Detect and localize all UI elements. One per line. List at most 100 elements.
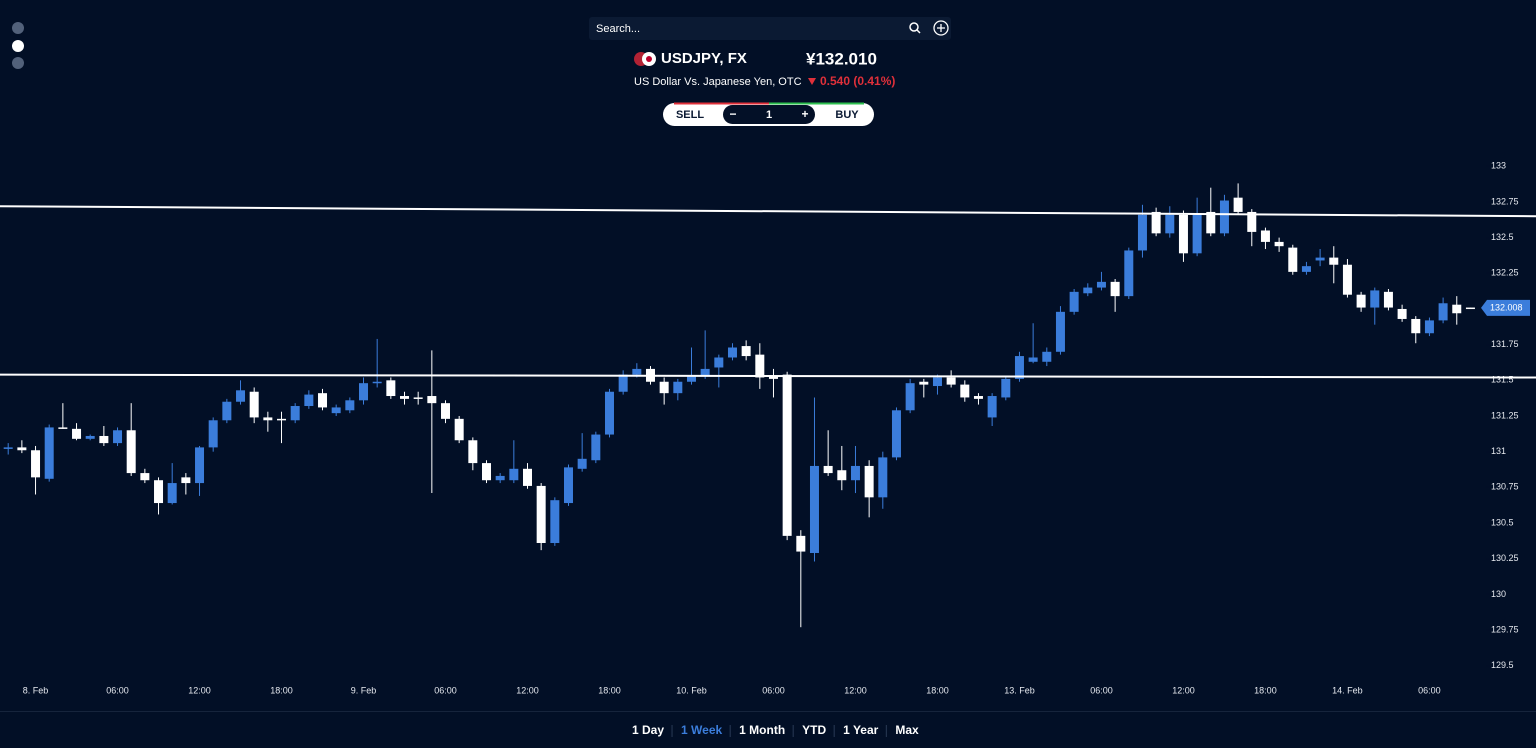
y-tick-label: 130 bbox=[1491, 589, 1506, 599]
range-button[interactable]: 1 Month bbox=[739, 723, 785, 737]
x-tick-label: 13. Feb bbox=[1004, 685, 1035, 695]
candle-body bbox=[782, 374, 792, 536]
x-tick-label: 06:00 bbox=[434, 685, 457, 695]
candle-body bbox=[1110, 281, 1120, 297]
y-tick-label: 130.5 bbox=[1491, 517, 1514, 527]
candle-body bbox=[1165, 214, 1175, 234]
search-icon bbox=[916, 29, 921, 34]
candle-body bbox=[563, 467, 573, 504]
candle-body bbox=[1424, 320, 1434, 334]
tool-icon[interactable] bbox=[12, 40, 24, 52]
description: US Dollar Vs. Japanese Yen, OTC bbox=[634, 76, 802, 88]
candle-body bbox=[1301, 266, 1311, 272]
candle-body bbox=[550, 500, 560, 544]
x-tick-label: 18:00 bbox=[270, 685, 293, 695]
range-button[interactable]: 1 Year bbox=[843, 723, 878, 737]
candle-body bbox=[1383, 291, 1393, 308]
candle-body bbox=[1001, 378, 1011, 398]
candle-body bbox=[741, 346, 751, 357]
candle-body bbox=[318, 393, 328, 408]
candle-body bbox=[987, 396, 997, 418]
candle-body bbox=[714, 357, 724, 368]
search-box[interactable] bbox=[589, 17, 951, 40]
candle-body bbox=[208, 420, 218, 448]
buy-button[interactable]: BUY bbox=[835, 109, 859, 121]
y-tick-label: 131.75 bbox=[1491, 339, 1519, 349]
candle-body bbox=[495, 475, 505, 481]
candle-body bbox=[1124, 250, 1134, 297]
candle-body bbox=[1342, 264, 1352, 295]
trendline bbox=[0, 373, 1536, 379]
candle-body bbox=[932, 377, 942, 387]
candle-body bbox=[1397, 308, 1407, 319]
candle-body bbox=[72, 428, 82, 439]
x-tick-label: 18:00 bbox=[598, 685, 621, 695]
x-tick-label: 06:00 bbox=[1418, 685, 1441, 695]
candle-body bbox=[222, 401, 232, 421]
candle-body bbox=[1329, 257, 1339, 265]
candle-body bbox=[522, 468, 532, 486]
y-tick-label: 132.75 bbox=[1491, 196, 1519, 206]
y-tick-label: 130.75 bbox=[1491, 482, 1519, 492]
candle-body bbox=[864, 465, 874, 498]
candle-body bbox=[905, 383, 915, 411]
x-tick-label: 06:00 bbox=[1090, 685, 1113, 695]
search-icon[interactable] bbox=[909, 22, 919, 32]
candle-body bbox=[44, 427, 54, 479]
candle-body bbox=[454, 418, 464, 441]
candle-body bbox=[1137, 214, 1147, 251]
quantity[interactable]: 1 bbox=[766, 109, 772, 121]
y-tick-label: 129.5 bbox=[1491, 660, 1514, 670]
change: 0.540 (0.41%) bbox=[820, 74, 895, 88]
candle-body bbox=[973, 396, 983, 399]
range-button[interactable]: 1 Day bbox=[632, 723, 664, 737]
candle-body bbox=[331, 407, 341, 414]
sell-button[interactable]: SELL bbox=[676, 109, 704, 121]
tool-icon[interactable] bbox=[12, 57, 24, 69]
last-price-label: 132.008 bbox=[1490, 303, 1523, 313]
candle-body bbox=[1315, 257, 1325, 261]
candle-body bbox=[919, 381, 929, 385]
x-tick-label: 10. Feb bbox=[676, 685, 707, 695]
y-tick-label: 133 bbox=[1491, 161, 1506, 171]
candle-body bbox=[58, 427, 68, 429]
candle-body bbox=[85, 435, 95, 439]
candle-body bbox=[482, 463, 492, 481]
candle-body bbox=[591, 434, 601, 461]
price: ¥132.010 bbox=[806, 49, 877, 68]
range-button[interactable]: Max bbox=[895, 723, 919, 737]
y-tick-label: 132.5 bbox=[1491, 232, 1514, 242]
candle-body bbox=[1356, 294, 1366, 308]
range-button[interactable]: 1 Week bbox=[681, 723, 722, 737]
x-tick-label: 9. Feb bbox=[351, 685, 377, 695]
candle-body bbox=[1233, 197, 1243, 212]
candle-body bbox=[509, 468, 519, 481]
search-placeholder: Search... bbox=[596, 23, 640, 35]
add-icon[interactable] bbox=[933, 20, 949, 36]
last-price-tag bbox=[1481, 299, 1530, 316]
candle-body bbox=[796, 535, 806, 552]
candle-body bbox=[372, 381, 382, 384]
range-button[interactable]: YTD bbox=[802, 723, 826, 737]
candle-body bbox=[1178, 214, 1188, 254]
candle-body bbox=[99, 435, 109, 444]
tool-icon[interactable] bbox=[12, 22, 24, 34]
x-tick-label: 14. Feb bbox=[1332, 685, 1363, 695]
candle-body bbox=[686, 376, 696, 382]
minus-button[interactable]: − bbox=[729, 107, 736, 121]
candle-body bbox=[1274, 241, 1284, 247]
candle-body bbox=[3, 447, 13, 449]
candle-body bbox=[1069, 291, 1079, 312]
y-tick-label: 131.5 bbox=[1491, 375, 1514, 385]
plus-button[interactable]: + bbox=[801, 107, 808, 121]
candle-body bbox=[277, 418, 287, 421]
candle-body bbox=[17, 447, 27, 451]
x-tick-label: 06:00 bbox=[762, 685, 785, 695]
candle-body bbox=[126, 430, 136, 474]
candle-body bbox=[700, 368, 710, 377]
candle-body bbox=[1028, 357, 1038, 362]
candle-body bbox=[113, 430, 123, 444]
candle-body bbox=[1096, 281, 1106, 288]
candle-body bbox=[837, 470, 847, 481]
